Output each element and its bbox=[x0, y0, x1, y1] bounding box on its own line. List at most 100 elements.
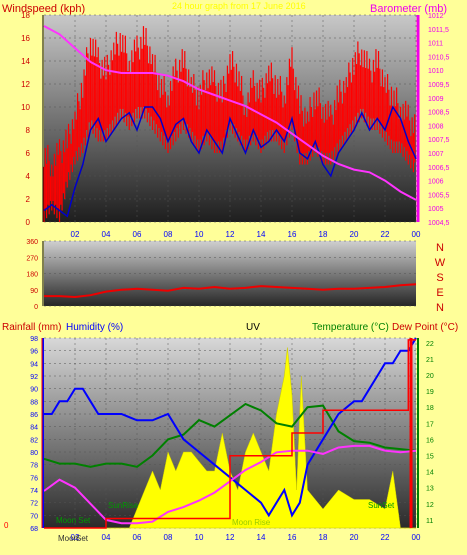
windspeed-tick-label: 6 bbox=[26, 149, 31, 158]
hour-tick-label: 20 bbox=[350, 230, 359, 239]
windspeed-tick-label: 8 bbox=[26, 126, 31, 135]
direction-tick-label: 180 bbox=[26, 272, 38, 279]
hour-tick-label: 16 bbox=[288, 533, 297, 542]
temperature-tick-label: 12 bbox=[426, 502, 434, 509]
humidity-tick-label: 78 bbox=[30, 463, 38, 470]
compass-letter: W bbox=[435, 257, 446, 269]
rainfall-line bbox=[44, 339, 416, 529]
barometer-line bbox=[43, 25, 417, 201]
sun-set-label: SunSet bbox=[368, 501, 395, 510]
barometer-tick-label: 1009 bbox=[428, 96, 444, 103]
humidity-tick-label: 84 bbox=[30, 425, 38, 432]
temperature-tick-label: 15 bbox=[426, 454, 434, 461]
temperature-tick-label: 16 bbox=[426, 437, 434, 444]
hour-tick-label: 04 bbox=[102, 230, 111, 239]
temperature-tick-label: 11 bbox=[426, 518, 433, 525]
barometer-tick-label: 1006,5 bbox=[428, 165, 450, 172]
hour-tick-label: 18 bbox=[319, 230, 328, 239]
humidity-tick-label: 68 bbox=[30, 526, 38, 533]
hour-tick-label: 06 bbox=[133, 533, 142, 542]
temperature-tick-label: 13 bbox=[426, 486, 434, 493]
sun-rise-label: SunRise bbox=[108, 501, 139, 510]
hour-tick-label: 04 bbox=[102, 533, 111, 542]
hour-tick-label: 18 bbox=[319, 533, 328, 542]
windspeed-tick-label: 18 bbox=[21, 11, 30, 20]
average-wind-line bbox=[43, 105, 417, 218]
windspeed-axis-title: Windspeed (kph) bbox=[2, 3, 85, 15]
humidity-line bbox=[44, 337, 417, 518]
compass-letter: N bbox=[436, 242, 444, 254]
moon-rise-label: Moon Rise bbox=[232, 518, 271, 527]
wind-direction-line bbox=[44, 283, 417, 299]
direction-tick-label: 90 bbox=[30, 288, 38, 295]
humidity-tick-label: 90 bbox=[30, 387, 38, 394]
humidity-axis-title: Humidity (%) bbox=[66, 322, 123, 333]
windspeed-tick-label: 10 bbox=[21, 103, 30, 112]
windspeed-tick-label: 2 bbox=[26, 195, 31, 204]
dewpoint-axis-title: Dew Point (°C) bbox=[392, 322, 458, 333]
hour-tick-label: 12 bbox=[226, 230, 235, 239]
direction-tick-label: 360 bbox=[26, 239, 38, 246]
humidity-tick-label: 92 bbox=[30, 374, 38, 381]
humidity-tick-label: 88 bbox=[30, 399, 38, 406]
hour-tick-label: 02 bbox=[71, 533, 80, 542]
hour-tick-label: 12 bbox=[226, 533, 235, 542]
barometer-tick-label: 1011 bbox=[428, 41, 443, 48]
temperature-tick-label: 18 bbox=[426, 405, 434, 412]
barometer-tick-label: 1006 bbox=[428, 179, 444, 186]
humidity-tick-label: 86 bbox=[30, 412, 38, 419]
barometer-tick-label: 1011,5 bbox=[428, 27, 449, 34]
direction-tick-label: 0 bbox=[34, 304, 38, 311]
windspeed-tick-label: 12 bbox=[21, 80, 30, 89]
compass-letter: S bbox=[436, 272, 443, 284]
hour-tick-label: 08 bbox=[164, 533, 173, 542]
hour-tick-label: 10 bbox=[195, 533, 204, 542]
barometer-tick-label: 1007,5 bbox=[428, 137, 450, 144]
hour-tick-label: 22 bbox=[381, 230, 390, 239]
hour-tick-label: 02 bbox=[71, 230, 80, 239]
barometer-tick-label: 1010,5 bbox=[428, 54, 450, 61]
rainfall-axis-title: Rainfall (mm) bbox=[2, 322, 61, 333]
humidity-tick-label: 70 bbox=[30, 513, 38, 520]
temperature-tick-label: 17 bbox=[426, 421, 434, 428]
humidity-tick-label: 98 bbox=[30, 336, 38, 343]
temperature-axis-title: Temperature (°C) bbox=[312, 322, 389, 333]
windspeed-tick-label: 4 bbox=[26, 172, 31, 181]
humidity-tick-label: 76 bbox=[30, 475, 38, 482]
moon-set-axis-label-suffix: Set bbox=[76, 534, 89, 543]
barometer-tick-label: 1005 bbox=[428, 206, 444, 213]
hour-tick-label: 16 bbox=[288, 230, 297, 239]
barometer-tick-label: 1012 bbox=[428, 13, 444, 20]
humidity-tick-label: 96 bbox=[30, 349, 38, 356]
temperature-tick-label: 20 bbox=[426, 373, 434, 380]
windspeed-tick-label: 0 bbox=[26, 218, 31, 227]
barometer-tick-label: 1008 bbox=[428, 123, 444, 130]
temperature-tick-label: 14 bbox=[426, 470, 434, 477]
uv-axis-title: UV bbox=[246, 322, 260, 333]
moon-set-label: Moon Set bbox=[56, 516, 91, 525]
compass-letter: E bbox=[436, 287, 443, 299]
barometer-tick-label: 1010 bbox=[428, 68, 444, 75]
humidity-tick-label: 80 bbox=[30, 450, 38, 457]
hour-tick-label: 00 bbox=[412, 533, 421, 542]
temperature-tick-label: 19 bbox=[426, 389, 434, 396]
hour-tick-label: 22 bbox=[381, 533, 390, 542]
compass-letter: N bbox=[436, 302, 444, 314]
temperature-tick-label: 21 bbox=[426, 357, 434, 364]
temperature-tick-label: 22 bbox=[426, 341, 434, 348]
direction-tick-label: 270 bbox=[26, 255, 38, 262]
barometer-tick-label: 1004,5 bbox=[428, 220, 450, 227]
barometer-tick-label: 1009,5 bbox=[428, 82, 450, 89]
hour-tick-label: 14 bbox=[257, 230, 266, 239]
hour-tick-label: 10 bbox=[195, 230, 204, 239]
moon-set-axis-label: Moon bbox=[58, 534, 78, 543]
hour-tick-label: 14 bbox=[257, 533, 266, 542]
hour-tick-label: 08 bbox=[164, 230, 173, 239]
humidity-tick-label: 94 bbox=[30, 361, 38, 368]
humidity-tick-label: 72 bbox=[30, 501, 38, 508]
hour-tick-label: 20 bbox=[350, 533, 359, 542]
windspeed-tick-label: 14 bbox=[21, 57, 30, 66]
humidity-tick-label: 74 bbox=[30, 488, 38, 495]
hour-tick-label: 00 bbox=[412, 230, 421, 239]
